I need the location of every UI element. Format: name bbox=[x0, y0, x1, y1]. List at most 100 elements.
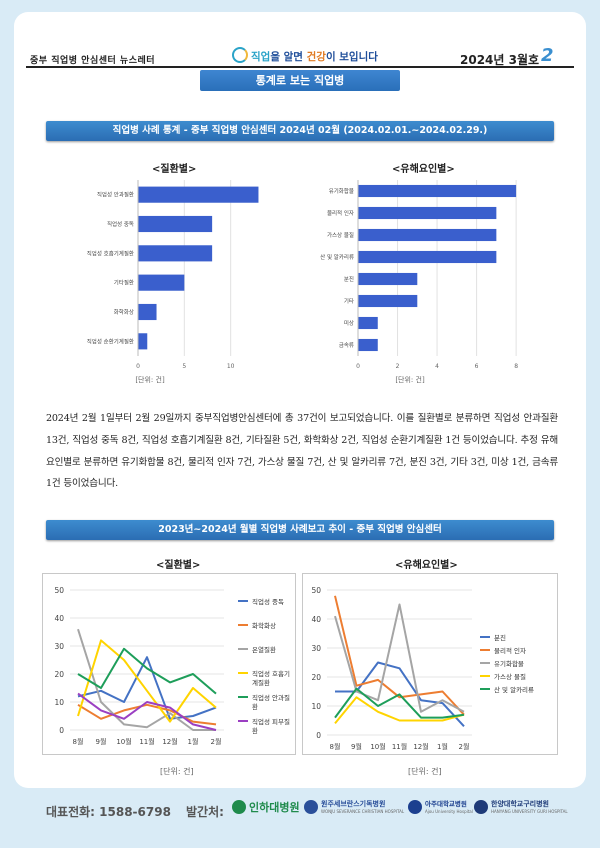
disease-subtitle: <질환별> bbox=[152, 164, 197, 175]
legend-label: 유기화합물 bbox=[494, 659, 524, 668]
factor-trend-frame bbox=[302, 573, 558, 755]
bar bbox=[358, 250, 497, 264]
x-tick-label: 12월 bbox=[413, 742, 428, 751]
bar bbox=[138, 215, 213, 233]
unit-label: [단위: 건] bbox=[395, 375, 425, 384]
y-tick-label: 10 bbox=[54, 698, 64, 707]
legend-label: 직업성 피부질 bbox=[252, 717, 290, 726]
bar bbox=[358, 184, 517, 198]
header-rule bbox=[26, 66, 574, 68]
y-tick-label: 0 bbox=[316, 731, 321, 740]
tick-label: 8 bbox=[514, 363, 518, 370]
hanyang-logo-icon bbox=[474, 800, 488, 814]
y-tick-label: 0 bbox=[59, 726, 64, 735]
category-label: 분진 bbox=[344, 275, 354, 283]
logo-inha: 인하대병원 bbox=[232, 799, 300, 815]
x-tick-label: 8월 bbox=[330, 742, 341, 751]
lightbulb-icon bbox=[232, 47, 248, 63]
category-label: 직업성 순환기계질환 bbox=[87, 337, 134, 345]
legend-label: 분진 bbox=[494, 633, 506, 642]
category-label: 기타질환 bbox=[114, 279, 134, 287]
bar bbox=[358, 272, 418, 286]
footer bbox=[0, 796, 600, 848]
publisher-label: 발간처: bbox=[186, 805, 224, 819]
logo-sublabel: HANYANG UNIVERSITY GURI HOSPITAL bbox=[491, 809, 568, 814]
x-tick-label: 2월 bbox=[459, 742, 470, 751]
category-label: 유기화합물 bbox=[329, 187, 354, 195]
factor-trend-subtitle: <유해요인별> bbox=[395, 560, 458, 571]
legend-label: 환 bbox=[252, 702, 258, 711]
bar bbox=[358, 338, 378, 352]
disease-line-chart: 0 10 20 30 40 50 8월 9월 10월 11월 12월 1월 2월 직업성 중독화학화상온열… bbox=[54, 586, 290, 746]
bar bbox=[358, 294, 418, 308]
legend-label: 물리적 인자 bbox=[494, 646, 526, 655]
page-number: 2 bbox=[541, 45, 554, 66]
logo-sublabel: Ajou University Hospital bbox=[425, 809, 473, 814]
category-label: 미상 bbox=[344, 319, 354, 327]
tick-label: 10 bbox=[227, 363, 235, 370]
series-line bbox=[77, 656, 217, 720]
category-label: 직업성 호흡기계질환 bbox=[87, 249, 134, 257]
category-label: 물리적 인자 bbox=[327, 209, 354, 217]
legend-label: 환 bbox=[252, 726, 258, 735]
tick-label: 4 bbox=[435, 363, 439, 370]
slogan-part: 건강 bbox=[306, 51, 326, 63]
disease-trend-frame bbox=[42, 573, 296, 755]
logo-hanyang: 한양대학교구리병원 HANYANG UNIVERSITY GURI HOSPITA… bbox=[474, 799, 568, 815]
series-line bbox=[77, 628, 216, 731]
wonju-logo-icon bbox=[304, 800, 318, 814]
category-label: 기타 bbox=[344, 297, 354, 305]
category-label: 가스상 물질 bbox=[327, 231, 354, 239]
bar bbox=[138, 303, 157, 321]
logo-label: 한양대학교구리병원 bbox=[491, 800, 549, 808]
logo-label: 원주세브란스기독병원 bbox=[321, 800, 386, 808]
slogan-part: 직업 bbox=[251, 51, 271, 63]
x-tick-label: 9월 bbox=[96, 737, 107, 746]
phone-info: 대표전화: 1588-6798 bbox=[46, 803, 171, 820]
legend-label: 직업성 안과질 bbox=[252, 693, 290, 702]
series-line bbox=[334, 595, 465, 716]
x-tick-label: 11월 bbox=[139, 737, 154, 746]
bar bbox=[358, 206, 497, 220]
ajou-logo-icon bbox=[408, 800, 422, 814]
tick-label: 0 bbox=[136, 363, 140, 370]
y-tick-label: 30 bbox=[311, 644, 321, 653]
series-line bbox=[77, 703, 217, 726]
x-tick-label: 11월 bbox=[392, 742, 407, 751]
x-tick-label: 1월 bbox=[188, 737, 199, 746]
disease-trend-subtitle: <질환별> bbox=[156, 560, 201, 571]
x-tick-label: 2월 bbox=[211, 737, 222, 746]
slogan: 직업을 알면 건강이 보입니다 bbox=[232, 47, 378, 64]
series-line bbox=[334, 687, 465, 719]
tick-label: 6 bbox=[475, 363, 479, 370]
inha-logo-icon bbox=[232, 800, 246, 814]
bar bbox=[358, 228, 497, 242]
x-tick-label: 9월 bbox=[351, 742, 362, 751]
section-tab: 통계로 보는 직업병 bbox=[200, 70, 400, 91]
y-tick-label: 50 bbox=[311, 586, 321, 595]
stats-title: 직업병 사례 통계 - 중부 직업병 안심센터 2024년 02월 (2024.… bbox=[46, 121, 554, 141]
x-tick-label: 10월 bbox=[116, 737, 131, 746]
category-label: 직업성 안과질환 bbox=[97, 191, 134, 199]
slogan-part: 이 보입니다 bbox=[325, 51, 378, 63]
legend-label: 직업성 중독 bbox=[252, 597, 284, 606]
category-label: 금속류 bbox=[339, 341, 354, 349]
series-line bbox=[334, 603, 465, 713]
unit-label: [단위: 건] bbox=[160, 767, 194, 776]
tick-label: 0 bbox=[356, 363, 360, 370]
legend-label: 가스상 물질 bbox=[494, 672, 526, 681]
y-tick-label: 50 bbox=[54, 586, 64, 595]
y-tick-label: 20 bbox=[311, 673, 321, 682]
x-tick-label: 1월 bbox=[437, 742, 448, 751]
category-label: 산 및 알카리류 bbox=[320, 253, 354, 261]
series-line bbox=[334, 696, 465, 725]
factor-subtitle: <유해요인별> bbox=[392, 164, 455, 175]
summary-paragraph: 2024년 2월 1일부터 2월 29일까지 중부직업병안심센터에 총 37건이… bbox=[46, 413, 558, 490]
x-tick-label: 12월 bbox=[162, 737, 177, 746]
category-label: 직업성 중독 bbox=[107, 220, 134, 228]
bar bbox=[138, 245, 213, 262]
logo-wonju: 원주세브란스기독병원 WONJU SEVERANCE CHRISTIAN HOSP… bbox=[304, 799, 404, 815]
